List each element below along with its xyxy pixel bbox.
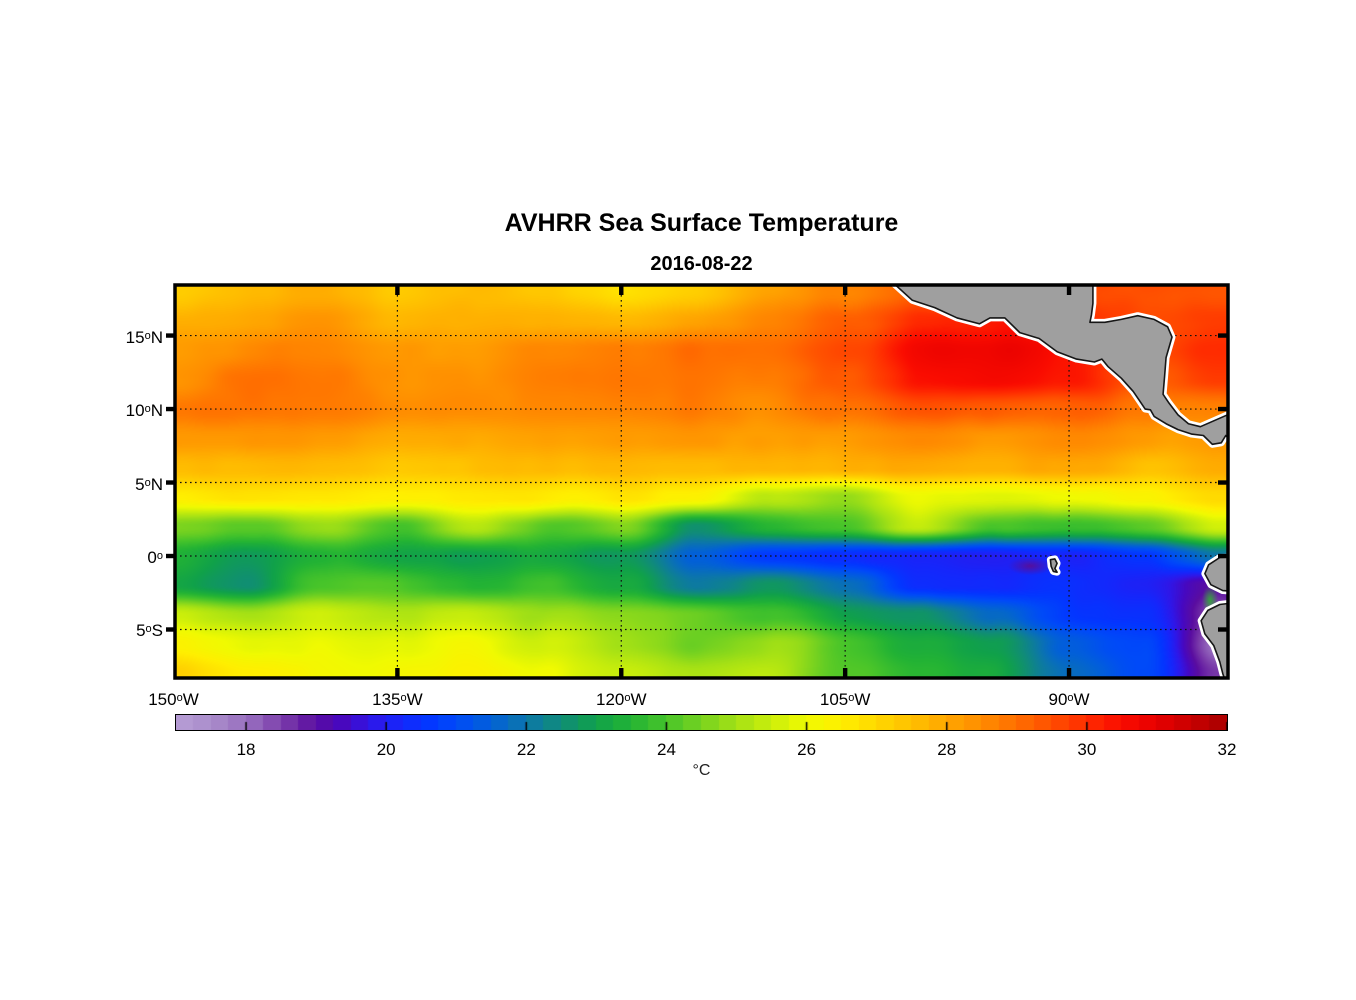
y-tick-label: 15oN — [125, 327, 163, 347]
land-galapagos — [1049, 558, 1058, 573]
degree-symbol: o — [1067, 692, 1074, 704]
x-tick-mark-top — [842, 285, 848, 295]
degree-symbol: o — [144, 403, 151, 416]
x-tick-mark-top — [395, 285, 400, 295]
degree-symbol: o — [145, 623, 152, 636]
degree-symbol: o — [156, 550, 163, 562]
x-tick-label: 120oW — [595, 690, 647, 709]
x-tick-mark-top — [619, 285, 624, 295]
colorbar-unit-label: °C — [692, 762, 711, 779]
x-tick-mark-bottom — [619, 668, 624, 678]
y-tick-mark-right — [1218, 553, 1228, 559]
colorbar-canvas — [175, 714, 1228, 731]
degree-symbol: o — [624, 692, 631, 704]
degree-symbol: o — [848, 692, 855, 704]
y-tick-mark-right — [1218, 333, 1228, 338]
y-tick-label: 5oN — [135, 474, 163, 494]
map-overlay — [166, 283, 1230, 680]
colorbar-tick-label: 20 — [376, 740, 396, 759]
x-tick-label: 150oW — [148, 690, 199, 709]
x-tick-mark-bottom — [395, 668, 400, 678]
colorbar-tick-label: 30 — [1077, 740, 1097, 759]
y-tick-mark-right — [1218, 406, 1228, 412]
y-tick-mark-left — [166, 627, 175, 632]
y-tick-mark-left — [166, 333, 175, 338]
x-tick-label: 105oW — [819, 690, 871, 709]
y-tick-mark-left — [166, 480, 175, 485]
colorbar — [175, 714, 1228, 731]
y-tick-label: 10oN — [125, 401, 163, 421]
map-clipped-layer — [175, 285, 1228, 678]
colorbar-tick-label: 18 — [236, 740, 256, 759]
y-tick-label: 5oS — [136, 621, 163, 641]
colorbar-tick-label: 28 — [937, 740, 957, 759]
x-tick-mark-top — [1066, 285, 1072, 295]
y-tick-mark-left — [166, 406, 175, 412]
land-peru — [1200, 602, 1228, 678]
y-tick-mark-right — [1218, 480, 1228, 485]
x-tick-mark-bottom — [1066, 668, 1072, 678]
y-tick-mark-right — [1218, 627, 1228, 632]
degree-symbol: o — [144, 329, 151, 342]
sst-map-plot — [166, 283, 1230, 680]
y-tick-label: 0o — [147, 548, 163, 567]
degree-symbol: o — [400, 692, 407, 704]
degree-symbol: o — [144, 476, 151, 489]
chart-date-subtitle: 2016-08-22 — [650, 253, 753, 275]
degree-symbol: o — [176, 692, 183, 704]
colorbar-tick-label: 24 — [656, 740, 676, 759]
x-tick-label: 135oW — [372, 690, 423, 709]
land-ecuador — [1204, 556, 1228, 592]
y-tick-mark-left — [166, 553, 175, 559]
x-tick-mark-bottom — [842, 668, 848, 678]
land-central_america — [894, 285, 1228, 446]
colorbar-tick-label: 32 — [1217, 740, 1237, 759]
chart-title: AVHRR Sea Surface Temperature — [504, 209, 899, 237]
x-tick-label: 90oW — [1048, 690, 1090, 709]
colorbar-tick-label: 26 — [797, 740, 817, 759]
colorbar-tick-label: 22 — [516, 740, 536, 759]
